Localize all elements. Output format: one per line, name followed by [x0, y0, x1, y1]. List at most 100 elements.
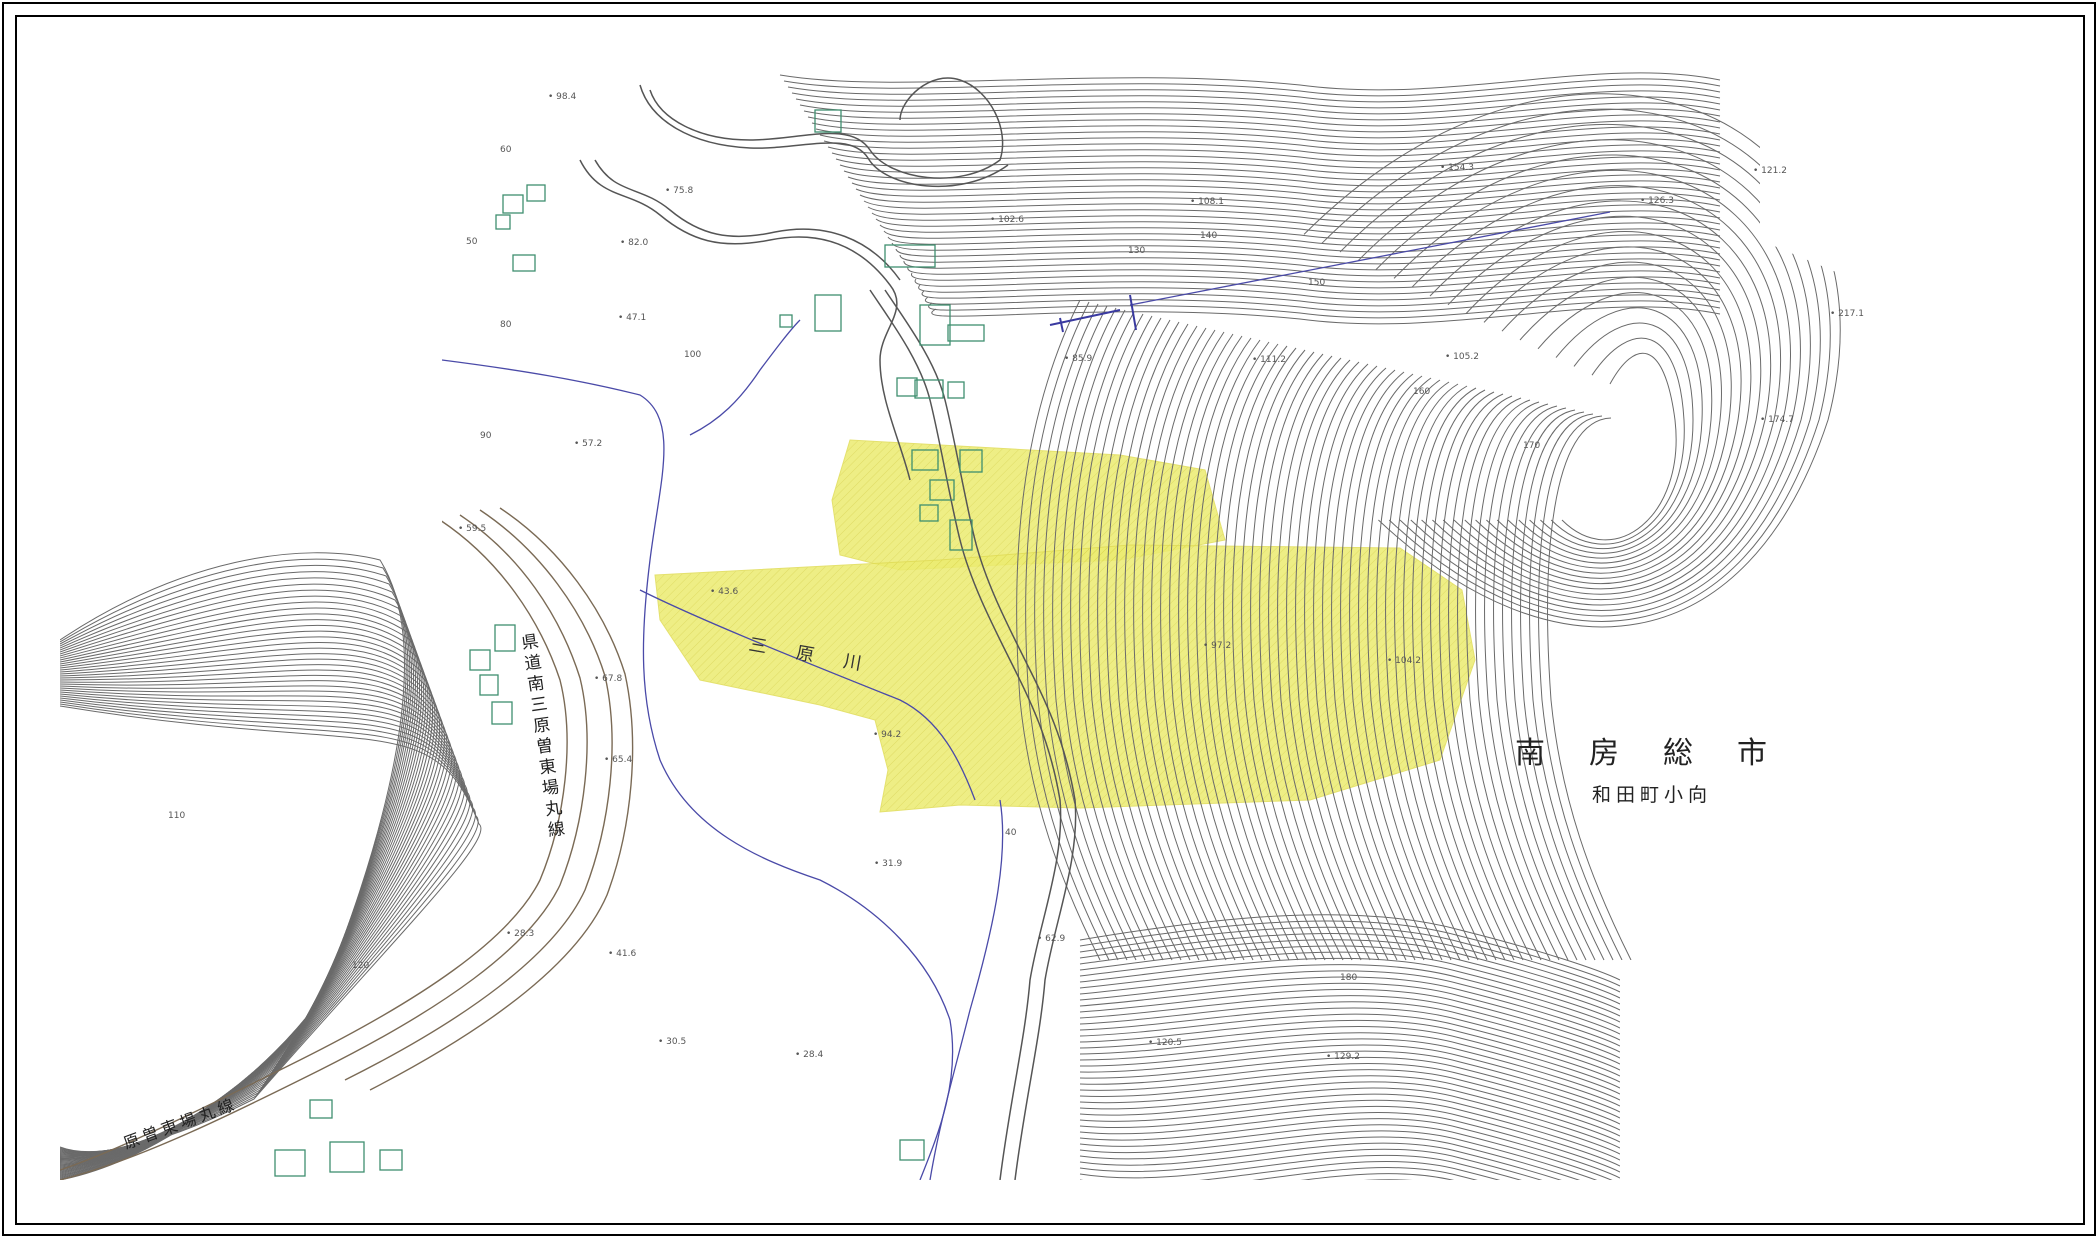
spot-height: • 108.1: [1190, 197, 1224, 207]
contour-line: [811, 120, 1721, 139]
contour-line: [1502, 407, 1587, 961]
contour-label: 130: [1128, 246, 1145, 256]
contour-line: [1079, 1044, 1621, 1107]
contour-line: [1484, 403, 1569, 961]
contour-line: [60, 571, 411, 1178]
contour-line: [1241, 349, 1326, 961]
contour-line: [835, 156, 1721, 175]
spot-height: • 28.3: [506, 929, 534, 939]
town-label: 和田町小向: [1592, 784, 1713, 806]
contour-line: [1079, 1154, 1621, 1180]
contour-line: [60, 691, 463, 1156]
contour-line: [60, 701, 476, 1153]
contour-line: [847, 174, 1721, 193]
prefectural-road: [60, 507, 634, 1180]
mountain-road: [579, 77, 1077, 1180]
contour-line: [1178, 335, 1263, 961]
contour-line: [1142, 327, 1227, 961]
contour-line: [891, 240, 1721, 259]
contour-line: [1214, 343, 1299, 961]
contour-line: [1079, 995, 1621, 1059]
inner-frame: [15, 15, 2085, 1225]
spot-height: • 47.1: [618, 313, 646, 323]
contour-line: [1079, 1081, 1621, 1143]
contour-line: [1079, 957, 1621, 1023]
contour-line: [1457, 397, 1542, 961]
contour-line: [1079, 1069, 1621, 1131]
contour-line: [1385, 381, 1470, 961]
spot-height: • 28.4: [795, 1050, 823, 1060]
contour-line: [815, 126, 1721, 145]
contour-line: [1079, 1026, 1621, 1089]
contour-line: [1052, 307, 1137, 961]
dam-structure: [1049, 294, 1137, 333]
contour-line: [1357, 139, 1811, 611]
contour-line: [1561, 352, 1677, 541]
contour-label: 40: [1005, 828, 1017, 838]
contour-line: [819, 132, 1721, 151]
contour-line: [1232, 347, 1317, 961]
spot-height: • 174.7: [1760, 415, 1794, 425]
contour-line: [1429, 200, 1772, 590]
contour-label: 170: [1523, 441, 1540, 451]
spot-height: • 59.5: [458, 524, 486, 534]
contours-bottom-right: [1079, 914, 1621, 1240]
contour-line: [1393, 169, 1791, 600]
contour-line: [1080, 1186, 1620, 1240]
contour-line: [60, 699, 474, 1153]
contour-line: [859, 192, 1721, 211]
contour-line: [1331, 369, 1416, 961]
contour-line: [1079, 1087, 1621, 1149]
contour-line: [1079, 1099, 1621, 1161]
contour-line: [1079, 1050, 1621, 1113]
contour-line: [1070, 311, 1155, 961]
contours-ridge: [1303, 93, 1841, 628]
spot-height: • 94.2: [873, 730, 901, 740]
contour-line: [1124, 323, 1209, 961]
contour-line: [803, 108, 1721, 127]
contour-label: 160: [1413, 387, 1430, 397]
contour-line: [1016, 299, 1101, 961]
contour-line: [1079, 1105, 1621, 1167]
contour-line: [851, 180, 1721, 199]
contour-line: [1268, 355, 1353, 961]
contour-line: [871, 210, 1721, 229]
contour-label: 110: [168, 811, 185, 821]
spot-height: • 217.1: [1830, 309, 1864, 319]
contour-line: [903, 258, 1721, 277]
contour-line: [1079, 920, 1621, 987]
contour-line: [1286, 359, 1371, 961]
contour-line: [1079, 1019, 1621, 1083]
contour-line: [1079, 1112, 1621, 1173]
contour-label: 140: [1200, 231, 1217, 241]
contour-label: 120: [352, 961, 369, 971]
contour-line: [1250, 351, 1335, 961]
contour-line: [1079, 1167, 1621, 1180]
contour-line: [1079, 1160, 1621, 1180]
contour-line: [1223, 345, 1308, 961]
contour-line: [1358, 375, 1443, 961]
contour-line: [1550, 337, 1685, 545]
contour-line: [867, 204, 1721, 223]
spot-height: • 98.4: [548, 92, 576, 102]
contour-line: [1520, 411, 1605, 961]
spot-height: • 31.9: [874, 859, 902, 869]
contour-line: [60, 693, 466, 1155]
spot-height: • 120.5: [1148, 1038, 1182, 1048]
contour-line: [883, 228, 1721, 247]
contour-label: 180: [1340, 973, 1357, 983]
contour-line: [60, 697, 471, 1154]
contour-line: [1376, 379, 1461, 961]
contour-line: [783, 78, 1721, 97]
spot-height: • 105.2: [1445, 352, 1479, 362]
contour-line: [1079, 1130, 1621, 1180]
spot-height: • 102.6: [990, 215, 1024, 225]
rivers: [441, 211, 1611, 1180]
hazard-zone-lower: [654, 544, 1476, 813]
contour-line: [1447, 215, 1762, 584]
contour-line: [1079, 1173, 1621, 1180]
spot-height: • 85.9: [1064, 354, 1092, 364]
spot-height: • 41.6: [608, 949, 636, 959]
